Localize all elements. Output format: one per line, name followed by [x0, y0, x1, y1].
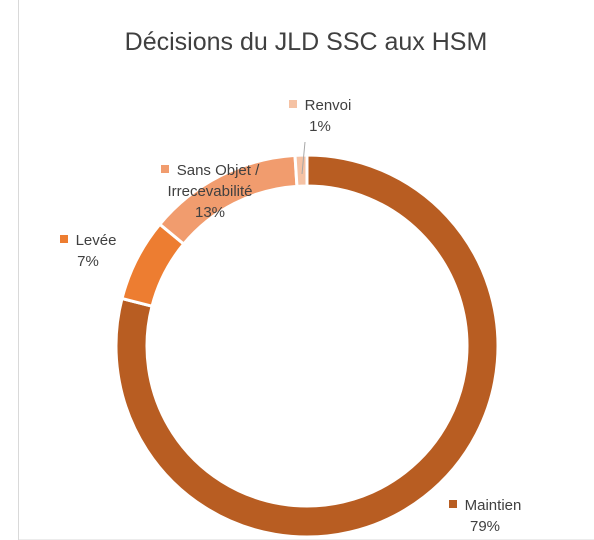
label-category: Levée	[48, 230, 128, 251]
chart-title: Décisions du JLD SSC aux HSM	[124, 28, 488, 56]
percent-label: 13%	[194, 204, 226, 221]
data-label: Sans Objet / Irrecevabilité 13%	[140, 160, 280, 223]
legend-marker	[288, 100, 297, 108]
donut-segment	[114, 153, 500, 539]
legend-marker	[160, 165, 169, 173]
donut-segment	[293, 153, 309, 188]
category-name: Levée	[75, 232, 117, 249]
chart-border	[18, 0, 594, 540]
category-name: Sans Objet / Irrecevabilité	[167, 162, 260, 200]
data-label: Maintien 79%	[440, 495, 530, 537]
legend-marker	[59, 235, 68, 243]
data-label: Levée 7%	[48, 230, 128, 272]
percent-label: 1%	[309, 118, 331, 135]
legend-marker	[448, 500, 457, 508]
label-category: Sans Objet / Irrecevabilité	[140, 160, 280, 202]
category-name: Maintien	[464, 497, 522, 514]
category-name: Renvoi	[304, 97, 352, 114]
data-label: Renvoi 1%	[285, 95, 355, 137]
label-category: Renvoi	[285, 95, 355, 116]
percent-label: 7%	[77, 253, 99, 270]
percent-label: 79%	[469, 518, 501, 535]
label-category: Maintien	[440, 495, 530, 516]
leader-line	[301, 141, 306, 175]
